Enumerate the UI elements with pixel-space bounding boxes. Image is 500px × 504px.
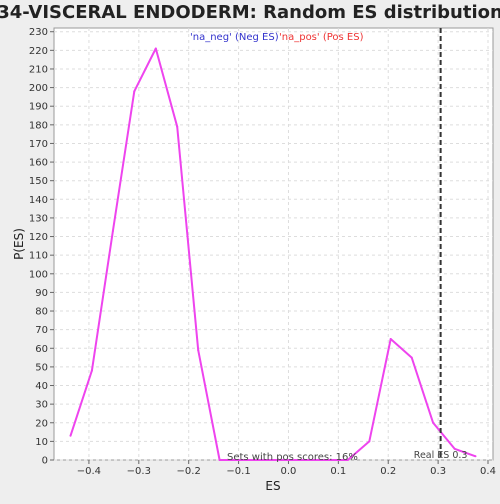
y-tick-label: 40 xyxy=(35,381,48,392)
y-tick-label: 230 xyxy=(29,27,48,38)
legend-entry-pos: 'na_pos' (Pos ES) xyxy=(279,32,364,43)
x-tick-label: 0.2 xyxy=(380,466,396,477)
x-tick-label: −0.4 xyxy=(77,466,101,477)
y-tick-label: 0 xyxy=(42,456,48,467)
y-tick-label: 220 xyxy=(29,46,48,57)
data-point xyxy=(112,230,114,232)
legend: 'na_neg' (Neg ES) 'na_pos' (Pos ES) xyxy=(190,32,364,43)
y-tick-label: 100 xyxy=(29,269,48,280)
data-point xyxy=(475,455,477,457)
y-tick-label: 170 xyxy=(29,139,48,150)
data-point xyxy=(197,349,199,351)
data-point xyxy=(219,459,221,461)
x-axis-label: ES xyxy=(265,479,280,493)
y-tick-label: 10 xyxy=(35,437,48,448)
y-tick-label: 30 xyxy=(35,400,48,411)
plot-area xyxy=(54,28,493,460)
data-point xyxy=(91,370,93,372)
data-point xyxy=(390,338,392,340)
x-tick-label: 0.1 xyxy=(330,466,346,477)
data-point xyxy=(133,90,135,92)
data-point xyxy=(155,48,157,50)
data-point xyxy=(368,440,370,442)
y-tick-label: 140 xyxy=(29,195,48,206)
data-point xyxy=(432,422,434,424)
y-tick-label: 70 xyxy=(35,325,48,336)
y-tick-label: 190 xyxy=(29,102,48,113)
y-tick-label: 50 xyxy=(35,362,48,373)
x-tick-label: −0.2 xyxy=(177,466,201,477)
x-tick-label: 0.0 xyxy=(281,466,297,477)
y-axis-label: P(ES) xyxy=(12,228,26,260)
y-tick-label: 110 xyxy=(29,251,48,262)
y-tick-label: 210 xyxy=(29,64,48,75)
y-tick-label: 130 xyxy=(29,213,48,224)
data-point xyxy=(70,435,72,437)
legend-entry-neg: 'na_neg' (Neg ES) xyxy=(190,32,279,43)
x-tick-label: 0.4 xyxy=(480,466,496,477)
data-point xyxy=(176,126,178,128)
y-tick-label: 20 xyxy=(35,418,48,429)
y-tick-label: 90 xyxy=(35,288,48,299)
y-tick-label: 200 xyxy=(29,83,48,94)
x-tick-label: −0.1 xyxy=(226,466,250,477)
y-tick-label: 120 xyxy=(29,232,48,243)
x-tick-label: 0.3 xyxy=(430,466,446,477)
y-tick-label: 150 xyxy=(29,176,48,187)
y-tick-label: 80 xyxy=(35,307,48,318)
real-es-label: Real ES 0.3 xyxy=(414,450,468,461)
annotation-pos-scores: Sets with pos scores: 16% xyxy=(227,452,358,463)
y-tick-label: 60 xyxy=(35,344,48,355)
x-tick-label: −0.3 xyxy=(127,466,151,477)
data-point xyxy=(411,357,413,359)
y-tick-label: 180 xyxy=(29,120,48,131)
y-tick-label: 160 xyxy=(29,158,48,169)
chart-title: 34-VISCERAL ENDODERM: Random ES distribu… xyxy=(0,2,500,23)
